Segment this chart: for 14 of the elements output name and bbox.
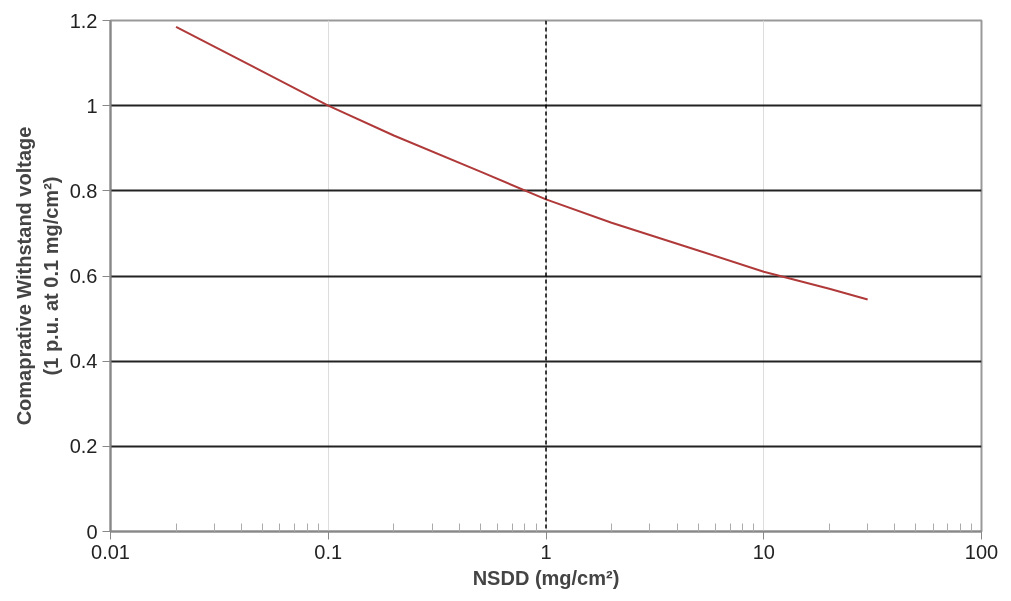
- y-tick-label: 0: [86, 520, 98, 543]
- x-tick-label: 1: [540, 540, 552, 563]
- x-tick-label: 100: [964, 540, 999, 563]
- x-tick-label: 0.01: [91, 540, 130, 563]
- y-tick-label: 0.6: [69, 265, 98, 287]
- x-tick-label: 10: [752, 540, 775, 563]
- y-tick-label: 1: [86, 94, 98, 117]
- y-axis-title: Comaprative Withstand voltage (1 p.u. at 0.1 mg/cm²): [13, 126, 62, 426]
- y-tick-label: 1.2: [69, 9, 98, 32]
- y-tick-label: 0.8: [69, 179, 98, 202]
- y-tick-label: 0.4: [69, 350, 98, 373]
- y-tick-label: 0.2: [69, 435, 98, 458]
- x-axis-title: NSDD (mg/cm²): [472, 566, 620, 589]
- x-tick-label: 0.1: [314, 540, 343, 563]
